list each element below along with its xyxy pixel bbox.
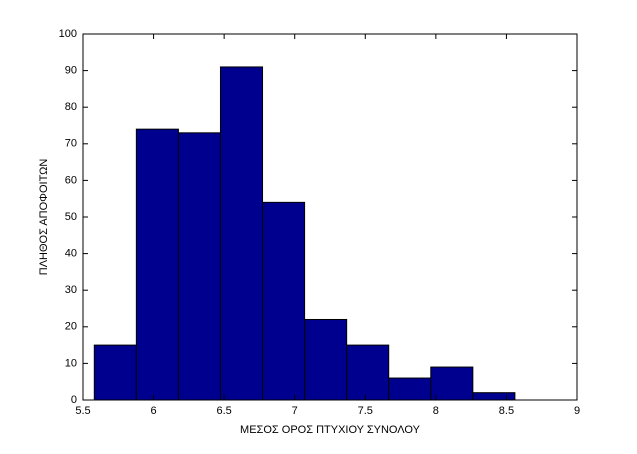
bar — [430, 366, 474, 401]
x-tick-label: 6 — [151, 405, 157, 417]
x-tick-label: 9 — [574, 405, 580, 417]
x-tick-label: 7.5 — [358, 405, 373, 417]
bar — [93, 344, 137, 401]
x-tick-label: 7 — [292, 405, 298, 417]
x-tick-label: 8 — [433, 405, 439, 417]
bar — [177, 132, 221, 401]
y-tick-label: 40 — [65, 248, 77, 260]
x-tick-label: 8.5 — [499, 405, 514, 417]
y-tick-label: 20 — [65, 321, 77, 333]
bar — [262, 201, 306, 401]
bar — [346, 344, 390, 401]
y-tick-label: 0 — [71, 394, 77, 406]
y-tick-label: 10 — [65, 357, 77, 369]
y-tick-label: 30 — [65, 284, 77, 296]
bar — [472, 392, 516, 401]
y-axis-label: ΠΛΗΘΟΣ ΑΠΟΦΟΙΤΩΝ — [38, 159, 50, 276]
y-tick-label: 80 — [65, 101, 77, 113]
x-tick-label: 5.5 — [75, 405, 90, 417]
bar — [135, 128, 179, 401]
y-tick-label: 60 — [65, 174, 77, 186]
bar — [304, 318, 348, 401]
bar — [388, 377, 432, 401]
y-tick-label: 50 — [65, 211, 77, 223]
y-tick-label: 100 — [59, 28, 77, 40]
y-tick-label: 70 — [65, 138, 77, 150]
x-tick-label: 6.5 — [216, 405, 231, 417]
x-axis-label: ΜΕΣΟΣ ΟΡΟΣ ΠΤΥΧΙΟΥ ΣΥΝΟΛΟΥ — [240, 424, 421, 436]
y-tick-label: 90 — [65, 65, 77, 77]
bar — [219, 66, 264, 401]
